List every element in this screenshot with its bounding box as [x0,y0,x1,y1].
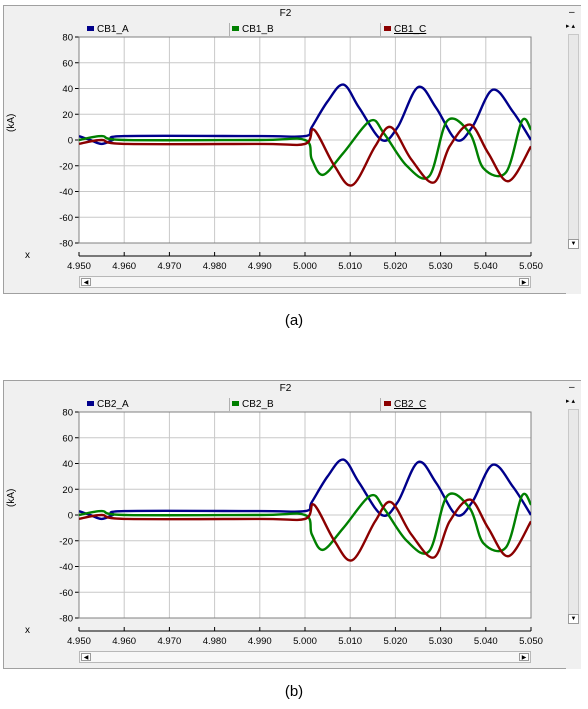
x-tick-label: 4.990 [248,261,272,272]
y-tick-label: 60 [62,433,73,444]
x-tick-label: 5.020 [384,261,408,272]
x-tick-label: 5.050 [519,261,543,272]
x-tick-label: 5.040 [474,261,498,272]
x-tick-label: 4.970 [158,261,182,272]
x-axis-label: x [25,250,30,261]
legend-label: CB1_C [394,24,427,35]
legend-swatch [384,400,391,406]
x-tick-label: 5.030 [429,636,453,647]
y-tick-label: -40 [59,562,73,573]
legend-item-cb2-b[interactable]: CB2_B [232,397,274,412]
y-tick-label: -80 [59,239,73,250]
legend-item-cb1-a[interactable]: CB1_A [87,22,129,37]
scroll-left-icon[interactable]: ◀ [81,278,91,286]
legend-swatch [232,400,239,406]
legend-bar: CB1_A CB1_B CB1_C [79,22,565,37]
legend-swatch [232,25,239,31]
x-tick-label: 4.990 [248,636,272,647]
x-tick-label: 5.000 [293,636,317,647]
legend-item-cb1-b[interactable]: CB1_B [232,22,274,37]
x-tick-label: 4.960 [112,636,136,647]
x-tick-label: 5.040 [474,636,498,647]
y-tick-label: -60 [59,213,73,224]
x-tick-label: 5.050 [519,636,543,647]
scroll-down-icon[interactable]: ▼ [568,239,579,249]
chart-title: F2 [279,8,292,19]
y-tick-label: 80 [62,33,73,44]
y-tick-label: 0 [68,511,73,522]
legend-divider [229,398,230,411]
x-tick-label: 4.980 [203,636,227,647]
plot-area: 80 60 40 20 0 -20 -40 -60 -80 4.950 4.960 4.970 4.98… [59,33,543,273]
legend-swatch [87,25,94,31]
horizontal-scrollbar[interactable]: ◀ ▶ [79,276,531,288]
plot-area: 80 60 40 20 0 -20 -40 -60 -80 4.950 4.960 4.970 4.98… [59,408,543,648]
legend-item-cb1-c[interactable]: CB1_C [384,22,426,37]
y-tick-label: 0 [68,136,73,147]
y-tick-label: -80 [59,614,73,625]
scroll-arrows-icon[interactable]: ▸ ▴ [566,398,575,405]
vertical-scrollbar[interactable]: – ▸ ▴ ▼ [566,381,581,669]
y-tick-label: -60 [59,588,73,599]
chart-panel-b: F2 CB2_A CB2_B CB2_C – ▸ ▴ ▼ (kA) x 80 60… [0,375,583,669]
y-tick-label: 40 [62,459,73,470]
horizontal-scrollbar[interactable]: ◀ ▶ [79,651,531,663]
x-tick-label: 5.020 [384,636,408,647]
series-line-cb2-c [79,498,531,562]
x-tick-label: 5.000 [293,261,317,272]
x-tick-label: 4.970 [158,636,182,647]
figure-caption: (a) [284,312,304,329]
x-tick-label: 5.030 [429,261,453,272]
scroll-right-icon[interactable]: ▶ [519,278,529,286]
x-tick-label: 4.950 [67,636,91,647]
legend-bar: CB2_A CB2_B CB2_C [79,397,565,412]
legend-label: CB1_A [97,24,129,35]
x-tick-label: 5.010 [338,636,362,647]
legend-label: CB2_C [394,399,427,410]
legend-swatch [384,25,391,31]
y-tick-label: 20 [62,110,73,121]
y-tick-label: -40 [59,187,73,198]
x-axis-label: x [25,625,30,636]
legend-label: CB1_B [242,24,274,35]
vertical-scrollbar[interactable]: – ▸ ▴ ▼ [566,6,581,294]
y-tick-label: 20 [62,485,73,496]
legend-item-cb2-c[interactable]: CB2_C [384,397,426,412]
figure-caption: (b) [284,683,304,700]
x-tick-label: 4.980 [203,261,227,272]
legend-divider [380,23,381,36]
y-tick-label: -20 [59,161,73,172]
legend-label: CB2_B [242,399,274,410]
x-tick-label: 4.950 [67,261,91,272]
scroll-arrows-icon[interactable]: ▸ ▴ [566,23,575,30]
legend-swatch [87,400,94,406]
series-line-cb2-b [79,492,531,555]
series-line-cb1-c [79,123,531,187]
y-tick-label: 40 [62,84,73,95]
legend-divider [380,398,381,411]
y-tick-label: 80 [62,408,73,419]
series-line-cb1-b [79,117,531,180]
chart-title: F2 [279,383,292,394]
scroll-right-icon[interactable]: ▶ [519,653,529,661]
scroll-down-icon[interactable]: ▼ [568,614,579,624]
x-tick-label: 5.010 [338,261,362,272]
x-tick-label: 4.960 [112,261,136,272]
chart-panel-a: F2 CB1_A CB1_B CB1_C – ▸ ▴ ▼ (kA) x 80 60… [0,0,583,294]
minimize-icon[interactable]: – [569,7,575,18]
legend-item-cb2-a[interactable]: CB2_A [87,397,129,412]
y-tick-label: -20 [59,536,73,547]
y-tick-label: 60 [62,58,73,69]
minimize-icon[interactable]: – [569,382,575,393]
scroll-left-icon[interactable]: ◀ [81,653,91,661]
legend-label: CB2_A [97,399,129,410]
legend-divider [229,23,230,36]
